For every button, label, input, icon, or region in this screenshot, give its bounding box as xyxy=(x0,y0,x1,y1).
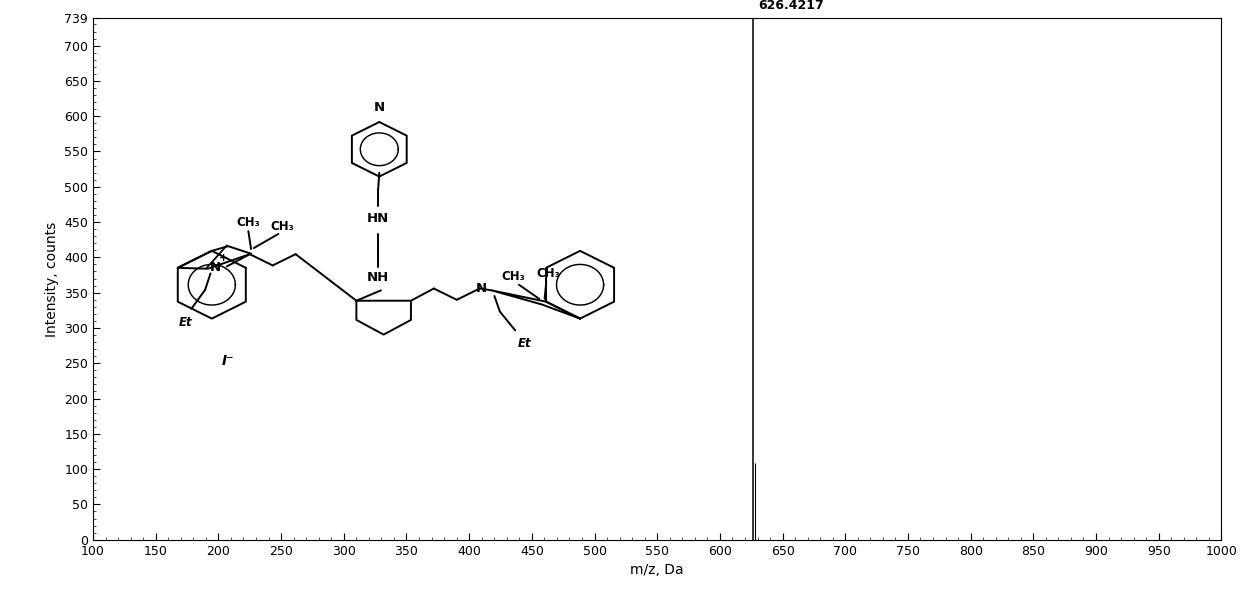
Text: CH₃: CH₃ xyxy=(537,267,560,280)
Text: Et: Et xyxy=(517,338,531,350)
Text: 626.4217: 626.4217 xyxy=(758,0,823,13)
Text: N: N xyxy=(373,101,384,113)
Text: CH₃: CH₃ xyxy=(502,270,526,283)
Text: +: + xyxy=(218,253,228,264)
Text: N: N xyxy=(210,261,221,274)
Text: HN: HN xyxy=(367,212,389,226)
X-axis label: m/z, Da: m/z, Da xyxy=(630,563,684,577)
Text: N: N xyxy=(476,282,487,295)
Text: Et: Et xyxy=(179,316,192,329)
Text: I⁻: I⁻ xyxy=(222,354,234,368)
Text: NH: NH xyxy=(367,271,389,284)
Text: CH₃: CH₃ xyxy=(237,216,260,229)
Text: CH₃: CH₃ xyxy=(270,219,295,233)
Y-axis label: Intensity, counts: Intensity, counts xyxy=(45,221,58,336)
